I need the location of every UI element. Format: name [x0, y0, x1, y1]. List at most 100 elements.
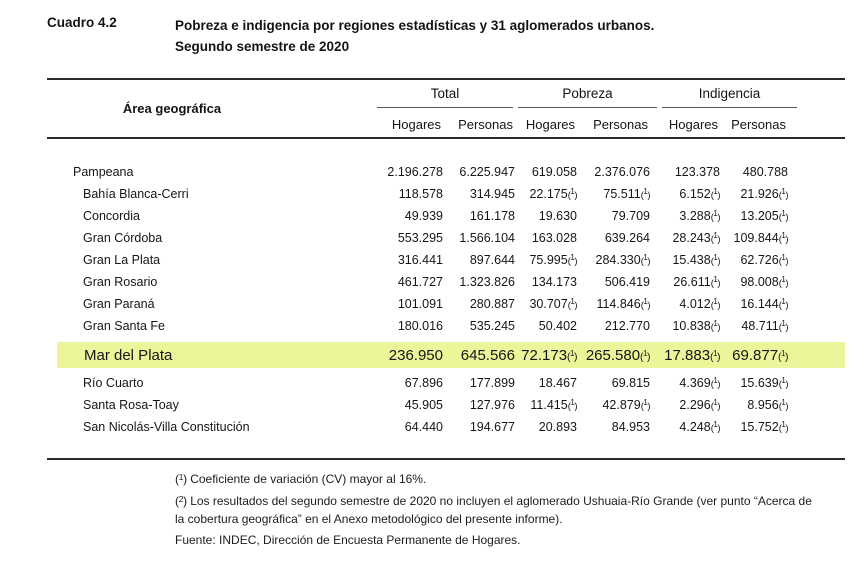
footnote-marker: (1)	[710, 253, 721, 267]
table-bottom-rule	[47, 457, 845, 460]
area-cell: Gran Santa Fe	[83, 319, 165, 333]
value-cell: 4.012(1)	[679, 297, 721, 311]
value-cell: 639.264	[604, 231, 650, 245]
value-cell: 4.248(1)	[679, 420, 720, 434]
table-row: Gran Córdoba 553.295 1.566.104 163.028 639.2…	[47, 227, 845, 249]
footnote-marker: (1)	[567, 348, 577, 363]
table-body: Pampeana 2.196.278 6.225.947 619.058 2.376.0…	[47, 139, 845, 458]
area-cell: Pampeana	[73, 165, 134, 179]
value-cell: 15.438(1)	[672, 253, 721, 267]
value-cell: 67.896	[404, 376, 443, 390]
area-cell: Bahía Blanca-Cerri	[83, 187, 189, 201]
area-cell: Santa Rosa-Toay	[83, 398, 179, 412]
value-cell: 15.639(1)	[740, 376, 788, 390]
value-cell: 506.419	[604, 275, 650, 289]
footnote-marker: (1)	[710, 348, 720, 363]
table-header: Área geográfica Total Pobreza Indigencia…	[47, 80, 845, 137]
document-title: Pobreza e indigencia por regiones estadí…	[175, 15, 735, 57]
value-cell: 72.173(1)	[521, 346, 577, 364]
value-cell: 79.709	[611, 209, 650, 223]
table-row: Pampeana 2.196.278 6.225.947 619.058 2.376.0…	[47, 161, 845, 183]
value-cell: 42.879(1)	[602, 398, 651, 412]
footnote-marker: (1)	[778, 209, 789, 223]
value-cell: 1.566.104	[459, 231, 515, 245]
value-cell: 11.415(1)	[530, 398, 577, 412]
value-cell: 284.330(1)	[595, 253, 651, 267]
value-cell: 69.877(1)	[732, 346, 788, 364]
value-cell: 98.008(1)	[740, 275, 789, 289]
group-underline	[518, 107, 657, 108]
column-header-area: Área geográfica	[122, 101, 222, 116]
statistics-table: Área geográfica Total Pobreza Indigencia…	[47, 78, 845, 460]
value-cell: 49.939	[404, 209, 443, 223]
value-cell: 123.378	[674, 165, 720, 179]
footnote-1: (1) Coeficiente de variación (CV) mayor …	[175, 472, 427, 486]
value-cell: 265.580(1)	[585, 346, 651, 364]
value-cell: 30.707(1)	[529, 297, 577, 311]
footnote-marker: (1)	[640, 187, 651, 201]
footnote-marker: (1)	[640, 398, 651, 412]
area-cell: Río Cuarto	[83, 376, 144, 390]
value-cell: 2.376.076	[594, 165, 650, 179]
value-cell: 194.677	[469, 420, 515, 434]
footnote-marker: (1)	[640, 297, 651, 311]
footnote-marker: (1)	[710, 376, 721, 390]
footnote-2-text: Los resultados del segundo semestre de 2…	[175, 494, 812, 526]
group-underline	[377, 107, 513, 108]
table-row: Bahía Blanca-Cerri 118.578 314.945 22.175(1…	[47, 183, 845, 205]
value-cell: 645.566	[460, 346, 515, 364]
value-cell: 21.926(1)	[740, 187, 788, 201]
value-cell: 314.945	[469, 187, 515, 201]
subheader-total-hogares: Hogares	[391, 117, 441, 132]
value-cell: 28.243(1)	[672, 231, 720, 245]
value-cell: 20.893	[538, 420, 577, 434]
value-cell: 75.511(1)	[603, 187, 651, 201]
value-cell: 13.205(1)	[740, 209, 789, 223]
footnote-marker: (1)	[778, 420, 789, 434]
value-cell: 163.028	[531, 231, 577, 245]
value-cell: 2.296(1)	[679, 398, 720, 412]
table-number-label: Cuadro 4.2	[47, 15, 117, 30]
footnote-marker: (1)	[778, 348, 788, 363]
table-row: Gran La Plata 316.441 897.644 75.995(1) 284.…	[47, 249, 845, 271]
table-row: Gran Paraná 101.091 280.887 30.707(1) 114.84…	[47, 293, 845, 315]
footnote-marker: (1)	[778, 398, 789, 412]
value-cell: 22.175(1)	[529, 187, 578, 201]
table-row: Santa Rosa-Toay 45.905 127.976 11.415(1) 42.…	[47, 394, 845, 416]
table-row: Río Cuarto 67.896 177.899 18.467 69.815 4.369…	[47, 372, 845, 394]
title-line-2: Segundo semestre de 2020	[175, 39, 350, 54]
footnote-marker: (1)	[778, 297, 789, 311]
footnote-marker: (1)	[710, 297, 721, 311]
value-cell: 50.402	[538, 319, 577, 333]
value-cell: 2.196.278	[387, 165, 443, 179]
group-label-total: Total	[430, 86, 460, 101]
group-label-indigencia: Indigencia	[698, 86, 761, 101]
value-cell: 64.440	[404, 420, 443, 434]
value-cell: 180.016	[397, 319, 443, 333]
value-cell: 19.630	[538, 209, 577, 223]
value-cell: 3.288(1)	[679, 209, 720, 223]
footnote-marker: (1)	[640, 348, 650, 363]
value-cell: 535.245	[469, 319, 515, 333]
footnote-marker: (1)	[567, 187, 578, 201]
table-top-rule	[47, 78, 845, 80]
footnote-marker: (1)	[710, 187, 721, 201]
group-underline	[662, 107, 797, 108]
value-cell: 161.178	[469, 209, 515, 223]
value-cell: 62.726(1)	[740, 253, 789, 267]
subheader-pobreza-personas: Personas	[593, 117, 648, 132]
area-cell: Concordia	[83, 209, 140, 223]
subheader-indigencia-personas: Personas	[731, 117, 786, 132]
table-row-highlighted: Mar del Plata 236.950 645.566 72.173(1) 265.…	[47, 342, 845, 368]
value-cell: 316.441	[397, 253, 443, 267]
area-cell: Mar del Plata	[84, 346, 173, 364]
area-cell: Gran Rosario	[83, 275, 158, 289]
footnote-marker: (1)	[778, 253, 789, 267]
value-cell: 236.950	[388, 346, 443, 364]
footnote-marker: (1)	[567, 253, 578, 267]
value-cell: 619.058	[531, 165, 577, 179]
area-cell: Gran Paraná	[83, 297, 155, 311]
footnote-marker: (1)	[778, 275, 789, 289]
subheader-indigencia-hogares: Hogares	[668, 117, 718, 132]
value-cell: 10.838(1)	[672, 319, 720, 333]
